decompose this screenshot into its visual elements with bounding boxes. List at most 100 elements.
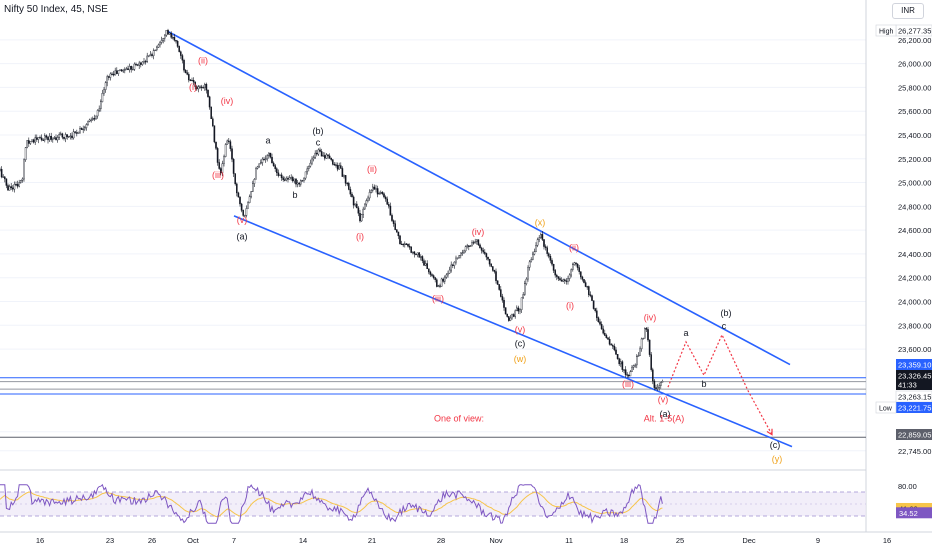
wave-label-22: (v): [658, 395, 669, 405]
candle-body-402: [642, 338, 644, 340]
wave-label-4: (v): [237, 215, 248, 225]
candle-body-155: [247, 202, 249, 209]
candle-body-131: [208, 96, 211, 108]
candle-body-248: [396, 229, 398, 233]
time-tick-6: 21: [368, 536, 376, 545]
candle-body-301: [480, 247, 483, 251]
candle-body-306: [488, 258, 491, 265]
candle-body-379: [605, 335, 608, 338]
candle-body-267: [426, 263, 429, 270]
candle-body-87: [138, 62, 141, 66]
candle-body-263: [420, 256, 422, 258]
time-tick-0: 16: [36, 536, 44, 545]
candle-body-168: [268, 152, 270, 156]
candle-body-385: [615, 349, 617, 355]
candle-body-268: [428, 268, 430, 273]
price-tick-7: 24,800.00: [898, 202, 931, 211]
candle-body-250: [399, 235, 401, 245]
wave-label-8: (b): [313, 126, 324, 136]
candle-body-77: [122, 70, 124, 72]
candle-body-169: [269, 152, 272, 158]
candle-body-212: [338, 165, 341, 170]
candle-body-144: [229, 141, 232, 149]
candle-body-291: [464, 246, 467, 252]
candle-body-75: [119, 69, 121, 71]
wave-label-2: (iv): [221, 96, 234, 106]
candle-body-407: [650, 354, 652, 370]
candle-body-40: [63, 137, 65, 139]
candle-body-234: [373, 186, 376, 190]
candle-body-298: [476, 239, 478, 242]
candle-body-60: [95, 115, 97, 120]
candle-body-81: [128, 66, 131, 71]
candle-body-375: [599, 321, 601, 325]
candle-body-92: [146, 55, 149, 62]
candle-body-299: [477, 239, 480, 246]
candle-body-330: [527, 267, 529, 280]
price-tick-1: 26,000.00: [898, 60, 931, 69]
candle-body-124: [197, 86, 200, 90]
candle-body-46: [72, 131, 75, 139]
candle-body-284: [453, 261, 456, 266]
candle-body-16: [24, 147, 27, 161]
candle-body-318: [508, 316, 510, 321]
candle-body-388: [620, 361, 622, 365]
candle-body-141: [224, 144, 227, 157]
candle-body-31: [48, 135, 51, 141]
candle-body-197: [314, 152, 317, 158]
price-marker-value-3: 41:33: [898, 381, 917, 390]
candle-body-315: [503, 299, 505, 308]
wave-label-14: (v): [515, 324, 526, 334]
candle-body-72: [114, 70, 116, 76]
price-marker-value-6: 22,859.05: [898, 431, 931, 440]
time-tick-5: 14: [299, 536, 307, 545]
candle-body-260: [415, 253, 417, 256]
candle-body-102: [162, 38, 165, 41]
time-tick-14: 16: [883, 536, 891, 545]
candle-body-121: [192, 80, 195, 83]
candle-body-344: [549, 256, 552, 261]
candle-body-310: [495, 271, 497, 281]
candle-body-325: [519, 309, 521, 312]
candle-body-342: [546, 247, 548, 254]
candle-body-394: [629, 371, 632, 377]
price-tick-5: 25,200.00: [898, 155, 931, 164]
time-tick-12: Dec: [742, 536, 756, 545]
candle-body-120: [191, 79, 193, 82]
candle-body-118: [187, 74, 190, 81]
candle-body-24: [37, 137, 40, 140]
candle-body-115: [183, 60, 185, 71]
candle-body-8: [11, 187, 14, 190]
candle-body-222: [354, 203, 357, 206]
currency-button[interactable]: INR: [892, 3, 924, 19]
candle-body-10: [15, 184, 17, 186]
candle-body-157: [250, 191, 253, 197]
price-marker-bg-2: [896, 370, 932, 381]
candle-body-243: [388, 204, 390, 207]
candle-body-333: [532, 253, 534, 260]
candle-body-245: [391, 215, 393, 221]
candle-body-101: [160, 40, 163, 43]
candle-body-350: [559, 278, 561, 281]
candle-body-149: [237, 192, 240, 198]
time-tick-8: Nov: [489, 536, 503, 545]
candle-body-61: [96, 110, 99, 117]
candle-body-211: [336, 164, 339, 170]
candle-body-363: [580, 271, 582, 278]
candle-body-353: [564, 279, 566, 281]
candle-body-11: [16, 184, 19, 187]
candle-body-35: [55, 137, 57, 141]
candle-body-279: [445, 274, 448, 278]
candle-body-252: [402, 243, 405, 246]
candle-body-349: [557, 276, 560, 279]
candle-body-158: [251, 183, 254, 192]
candle-body-208: [332, 159, 334, 165]
wave-label-17: (x): [535, 217, 546, 227]
candle-body-411: [656, 387, 659, 389]
candle-body-356: [568, 274, 571, 279]
candle-body-347: [554, 270, 556, 276]
candle-body-387: [618, 358, 620, 365]
candle-body-207: [330, 158, 333, 160]
candle-body-151: [240, 203, 243, 211]
